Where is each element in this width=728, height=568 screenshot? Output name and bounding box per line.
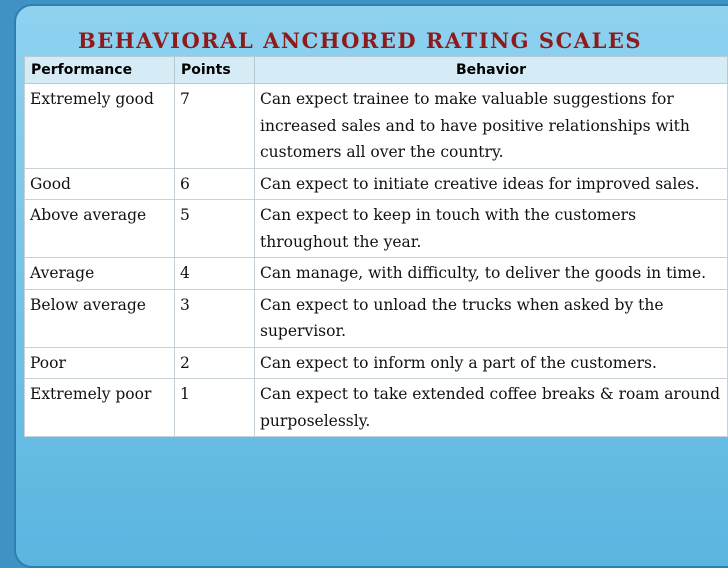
table-cell: Average (24, 257, 175, 290)
table-cell: Can expect to initiate creative ideas fo… (254, 167, 728, 200)
table-cell: 7 (174, 83, 255, 169)
table-cell: 2 (174, 346, 255, 379)
table-cell: Can expect trainee to make valuable sugg… (254, 83, 728, 169)
table-cell: Below average (24, 288, 175, 348)
table-row: Extremely poor 1 Can expect to take extend… (24, 378, 728, 437)
rating-table: Performance Points Behavior Extremely good… (24, 56, 728, 437)
slide: BEHAVIORAL ANCHORED RATING SCALES Perfor… (14, 4, 728, 568)
column-header: Behavior (254, 56, 728, 84)
table-body: Extremely good 7 Can expect trainee to mak… (24, 83, 728, 437)
table-cell: Extremely poor (24, 378, 175, 437)
header-row: Performance Points Behavior (24, 56, 728, 84)
table-cell: 4 (174, 257, 255, 290)
table-cell: 3 (174, 288, 255, 348)
table-cell: Good (24, 167, 175, 200)
table-row: Average 4 Can manage, with difficulty, to … (24, 257, 728, 290)
table-row: Good 6 Can expect to initiate creative ide… (24, 167, 728, 200)
table-row: Below average 3 Can expect to unload the t… (24, 288, 728, 348)
slide-title: BEHAVIORAL ANCHORED RATING SCALES (78, 28, 643, 53)
table-cell: 1 (174, 378, 255, 437)
table-cell: Can expect to take extended coffee break… (254, 378, 728, 437)
table-cell: Can expect to inform only a part of the … (254, 346, 728, 379)
column-header: Performance (24, 56, 175, 84)
table-cell: Poor (24, 346, 175, 379)
table-cell: 6 (174, 167, 255, 200)
table-cell: Extremely good (24, 83, 175, 169)
table-cell: Can manage, with difficulty, to deliver … (254, 257, 728, 290)
table-cell: Can expect to keep in touch with the cus… (254, 199, 728, 258)
table-row: Above average 5 Can expect to keep in touc… (24, 199, 728, 258)
table-cell: 5 (174, 199, 255, 258)
table-cell: Above average (24, 199, 175, 258)
table-row: Extremely good 7 Can expect trainee to mak… (24, 83, 728, 169)
column-header: Points (174, 56, 255, 84)
table-cell: Can expect to unload the trucks when ask… (254, 288, 728, 348)
table-row: Poor 2 Can expect to inform only a part of… (24, 346, 728, 379)
